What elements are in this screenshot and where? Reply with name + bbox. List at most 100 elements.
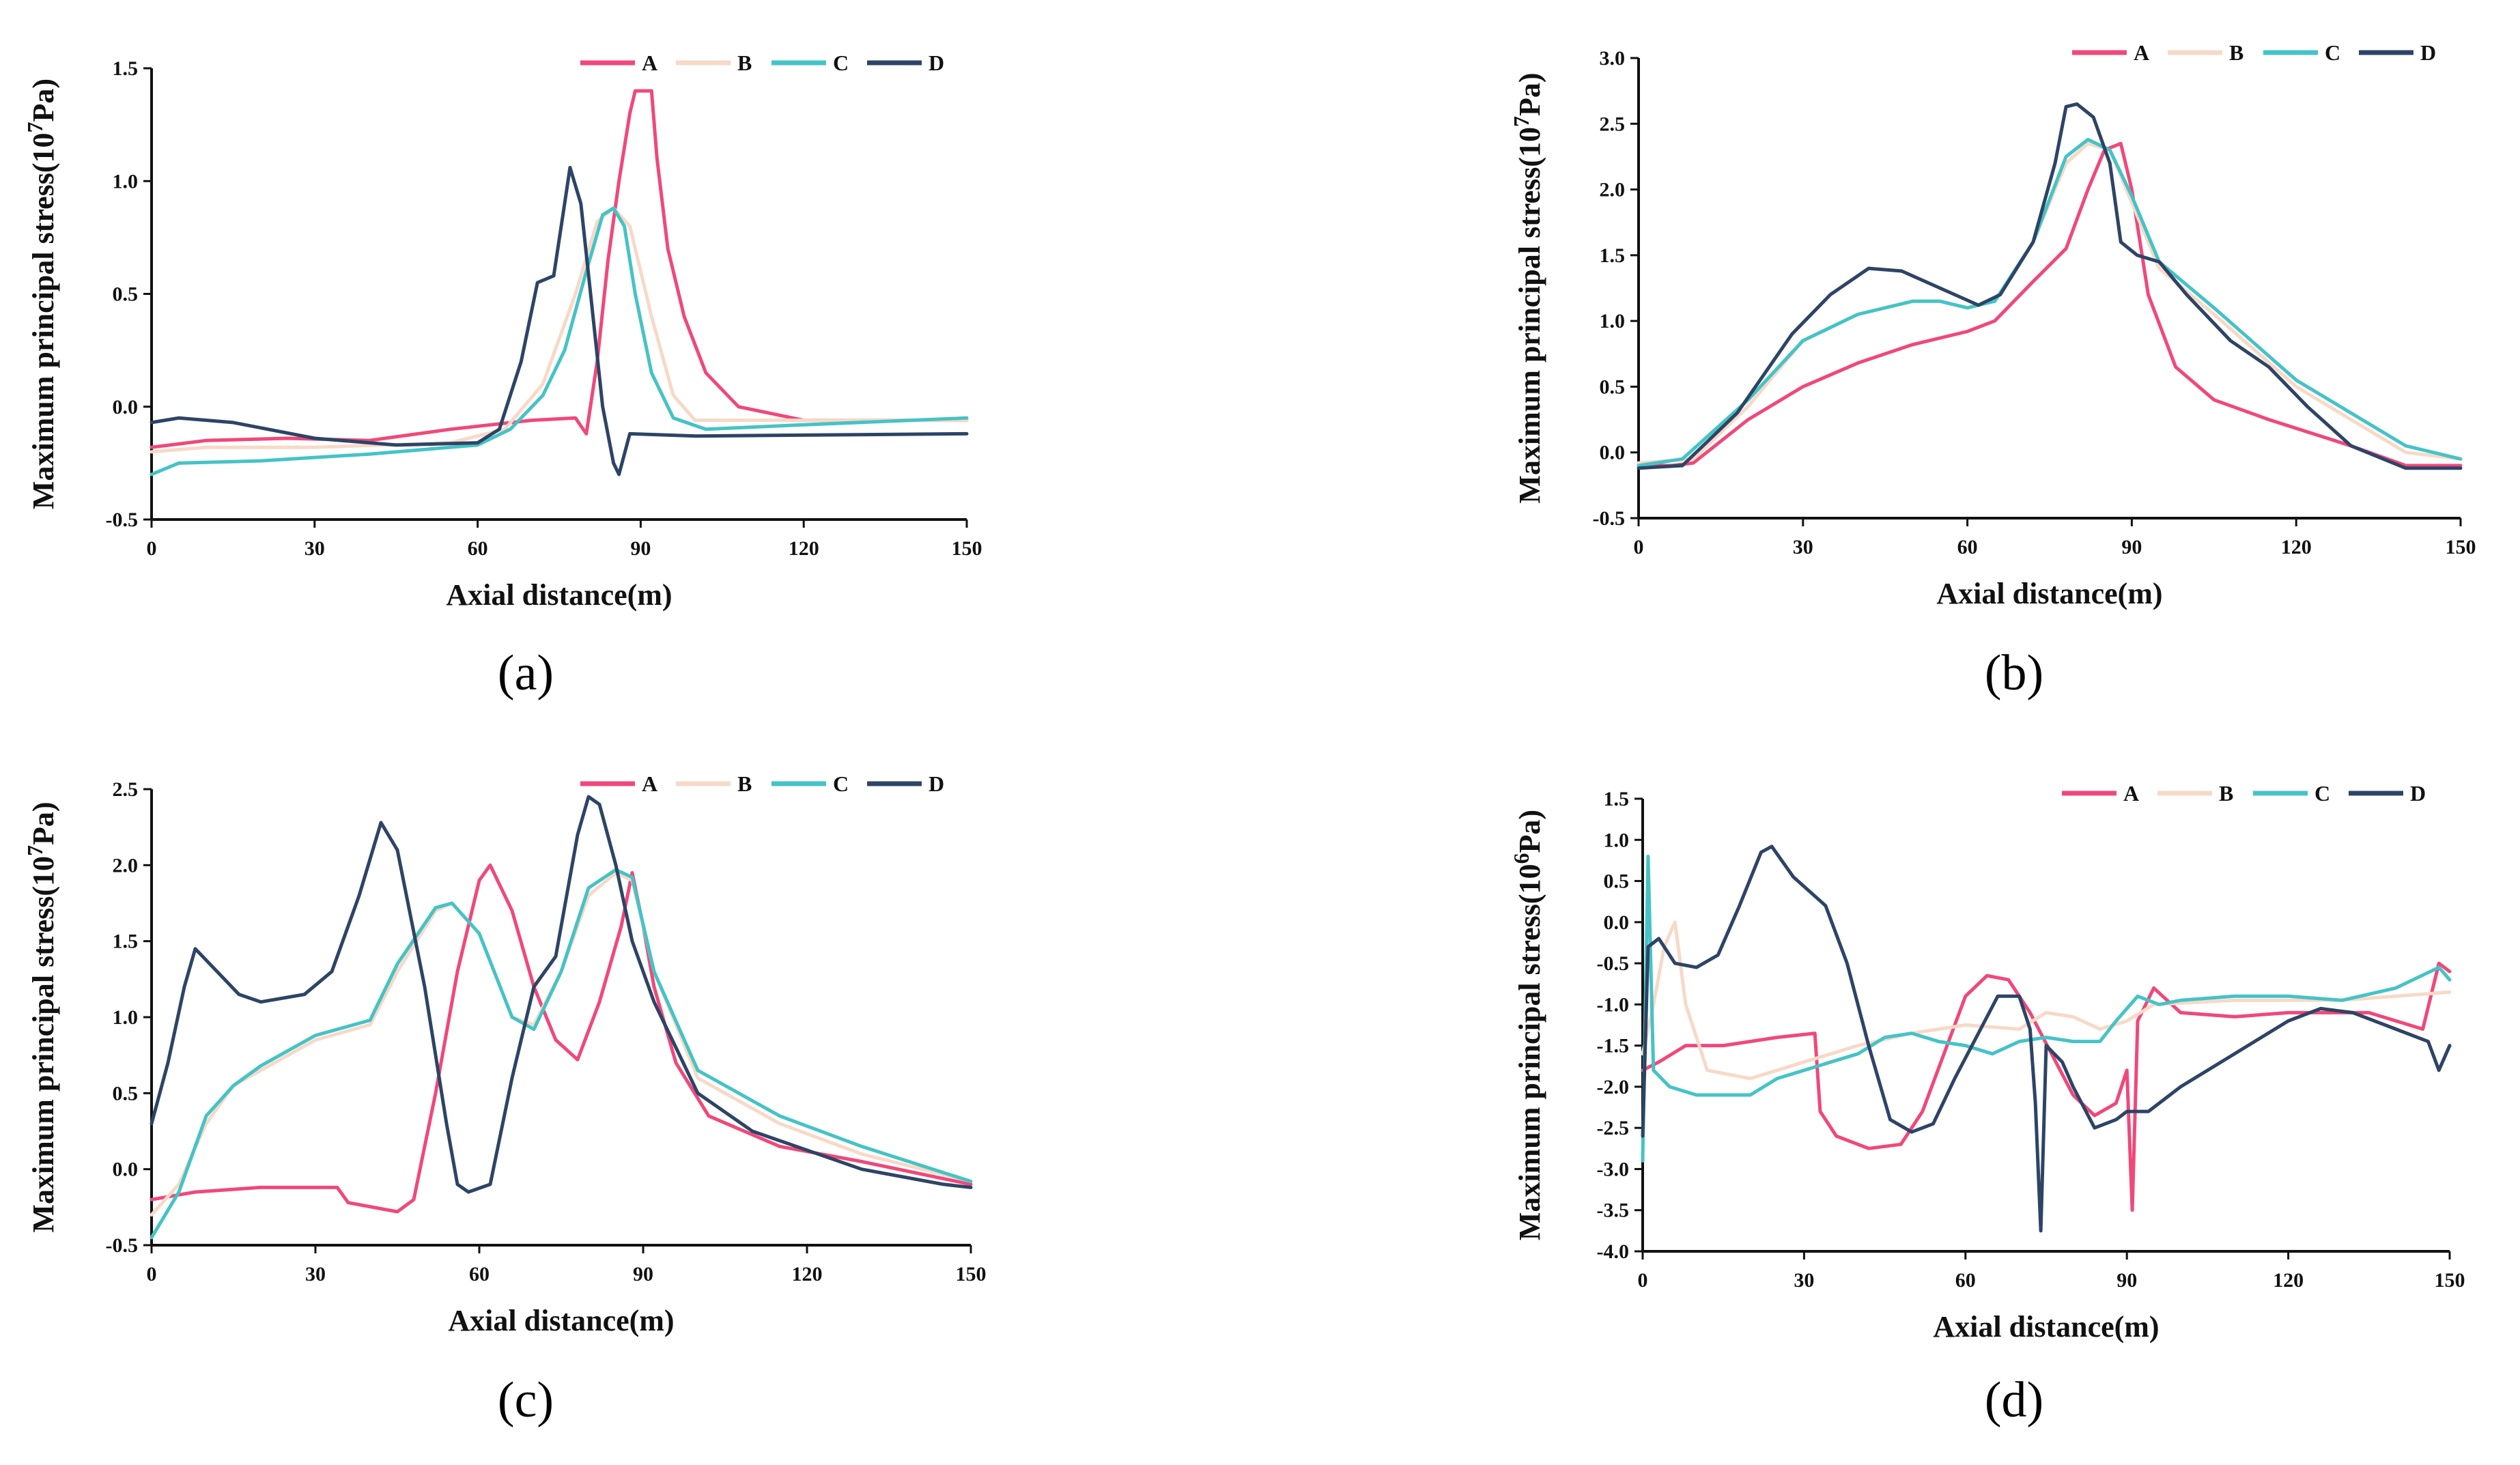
y-axis-label: Maximum principal stress(107Pa)	[23, 79, 60, 509]
series-line-C	[1641, 854, 2452, 1163]
x-tick-label: 60	[469, 1263, 490, 1285]
y-tick-label: 2.0	[113, 854, 139, 877]
legend-label-B: B	[737, 771, 752, 796]
x-tick-label: 60	[468, 537, 488, 560]
y-tick-label: 1.0	[1604, 829, 1630, 851]
legend-label-B: B	[2219, 781, 2233, 806]
y-tick-label: -3.0	[1597, 1158, 1630, 1180]
y-tick-label: 1.0	[113, 1006, 139, 1029]
y-axis-label: Maximum principal stress(106Pa)	[1509, 810, 1546, 1240]
series-line-B	[1637, 141, 2463, 465]
y-axis-label-main: Maximum principal stress(10	[27, 132, 60, 509]
y-tick-label: 2.0	[1600, 179, 1626, 201]
y-axis-label-unit: Pa)	[27, 79, 60, 122]
legend-label-D: D	[929, 771, 944, 796]
y-axis-label: Maximum principal stress(107Pa)	[1509, 72, 1546, 503]
y-tick-label: 0.0	[113, 1158, 139, 1181]
y-axis-label: Maximum principal stress(107Pa)	[23, 801, 60, 1232]
legend-label-A: A	[642, 51, 657, 75]
y-axis-label-unit: Pa)	[1513, 810, 1546, 853]
y-tick-label: -2.5	[1597, 1117, 1630, 1139]
series-line-B	[1641, 920, 2452, 1081]
x-axis-label: Axial distance(m)	[448, 1304, 674, 1337]
y-tick-label: 2.5	[1600, 113, 1626, 135]
legend-label-C: C	[2314, 781, 2330, 806]
y-axis-label-exponent: 7	[1509, 116, 1533, 127]
series-line-D	[150, 165, 969, 477]
x-tick-label: 0	[147, 537, 157, 560]
y-tick-label: 1.0	[1600, 310, 1626, 332]
x-tick-label: 60	[1957, 536, 1978, 558]
series-line-C	[150, 868, 973, 1240]
x-tick-label: 120	[792, 1263, 823, 1285]
series-line-A	[150, 89, 969, 449]
y-tick-label: -0.5	[1593, 507, 1626, 530]
x-tick-label: 0	[1634, 536, 1644, 558]
x-tick-label: 90	[2121, 536, 2142, 558]
legend-label-D: D	[2410, 781, 2426, 806]
x-tick-label: 30	[305, 1263, 326, 1285]
x-tick-label: 150	[956, 1263, 987, 1285]
chart-panel-c: 0 30 60 90 120 150 -0.5 0.0 0.5 1.0 1.5 2.0 2.5 A B C D A…	[23, 771, 987, 1428]
y-tick-label: 0.5	[1600, 375, 1626, 398]
x-tick-label: 90	[2116, 1269, 2137, 1292]
y-tick-label: -2.0	[1597, 1076, 1630, 1098]
y-tick-label: 1.5	[1604, 788, 1630, 810]
legend-label-C: C	[2325, 40, 2340, 65]
x-tick-label: 0	[1638, 1269, 1648, 1292]
y-axis-label-exponent: 6	[1509, 853, 1533, 864]
y-tick-label: -1.0	[1597, 993, 1630, 1016]
legend-label-C: C	[833, 51, 849, 75]
x-tick-label: 0	[147, 1263, 157, 1285]
panel-caption: (a)	[498, 645, 554, 701]
x-tick-label: 90	[630, 537, 651, 560]
panel-caption: (b)	[1985, 645, 2043, 701]
y-tick-label: 0.5	[1604, 870, 1630, 893]
series-line-C	[150, 206, 969, 477]
legend-label-A: A	[2134, 40, 2149, 65]
series-line-B	[150, 206, 969, 454]
y-tick-label: -0.5	[1597, 952, 1630, 975]
y-tick-label: 0.0	[1604, 911, 1630, 934]
series-line-A	[1637, 141, 2463, 468]
x-tick-label: 30	[305, 537, 325, 560]
chart-panel-b: 0 30 60 90 120 150 -0.5 0.0 0.5 1.0 1.5 2.0 2.5 3.0 A B…	[1509, 40, 2476, 701]
chart-panel-d: 0 30 60 90 120 150 -4.0 -3.5 -3.0 -2.5 -2.0 -1.5 -1.…	[1509, 781, 2465, 1428]
x-tick-label: 90	[633, 1263, 653, 1285]
y-tick-label: 1.5	[113, 57, 139, 80]
y-tick-label: 3.0	[1600, 47, 1626, 70]
x-axis-label: Axial distance(m)	[1936, 577, 2162, 610]
y-tick-label: -3.5	[1597, 1199, 1630, 1222]
panel-caption: (d)	[1985, 1372, 2043, 1428]
y-axis-label-main: Maximum principal stress(10	[27, 856, 60, 1233]
y-tick-label: 0.0	[1600, 442, 1626, 464]
series-line-D	[1641, 844, 2452, 1233]
legend-label-B: B	[2229, 40, 2243, 65]
chart-panel-a: 0 30 60 90 120 150 -0.5 0.0 0.5 1.0 1.5 A B C D Axial d…	[23, 51, 982, 701]
legend-label-A: A	[2123, 781, 2139, 806]
x-tick-label: 60	[1955, 1269, 1976, 1292]
y-axis-label-main: Maximum principal stress(10	[1513, 127, 1546, 504]
legend-label-B: B	[737, 51, 752, 75]
x-axis-label: Axial distance(m)	[1933, 1310, 2159, 1343]
legend-label-D: D	[2420, 40, 2436, 65]
y-tick-label: 0.5	[113, 1082, 139, 1105]
legend-label-A: A	[642, 771, 657, 796]
y-axis-label-main: Maximum principal stress(10	[1513, 864, 1546, 1240]
x-axis-label: Axial distance(m)	[446, 578, 672, 612]
y-tick-label: 1.0	[113, 170, 139, 193]
x-tick-label: 30	[1793, 536, 1813, 558]
x-tick-label: 150	[952, 537, 982, 560]
series-line-D	[1637, 102, 2463, 470]
y-axis-label-exponent: 7	[23, 845, 47, 856]
x-tick-label: 120	[789, 537, 819, 560]
series-line-A	[1641, 961, 2452, 1212]
x-tick-label: 120	[2281, 536, 2312, 558]
y-axis-label-exponent: 7	[23, 122, 47, 132]
series-line-D	[150, 795, 973, 1194]
y-tick-label: -4.0	[1597, 1240, 1630, 1263]
y-axis-label-unit: Pa)	[27, 801, 60, 845]
y-tick-label: 1.5	[1600, 244, 1626, 267]
panel-caption: (c)	[498, 1372, 554, 1428]
